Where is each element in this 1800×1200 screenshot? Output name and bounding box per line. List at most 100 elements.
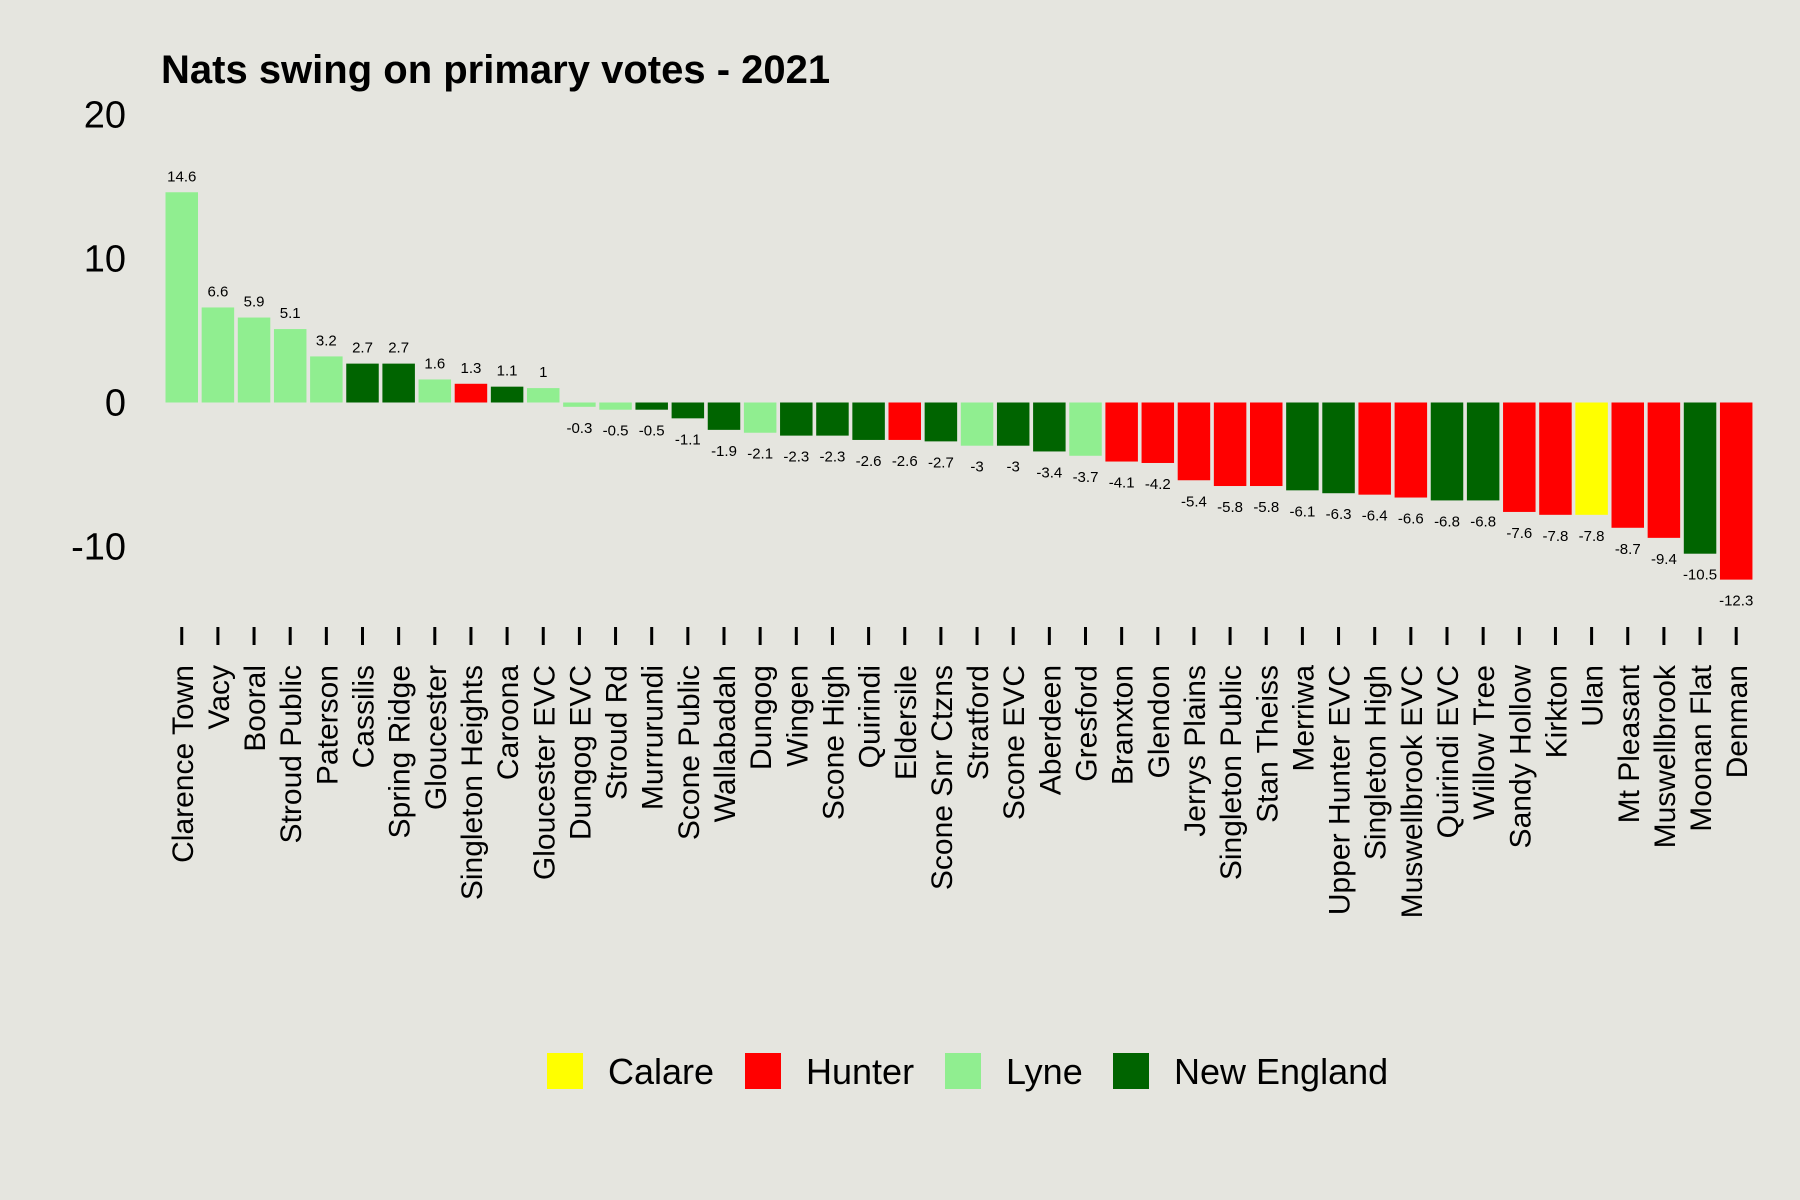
bar <box>1394 402 1428 498</box>
bar <box>237 317 271 403</box>
x-tick-label: Willow Tree <box>1468 665 1501 820</box>
bar <box>382 363 415 403</box>
legend-swatch <box>745 1053 781 1089</box>
legend-item: Calare <box>547 1051 714 1092</box>
x-tick-label: Singleton Heights <box>456 665 489 900</box>
bar <box>527 388 560 403</box>
data-label: -6.8 <box>1434 513 1460 530</box>
bar <box>996 402 1030 446</box>
data-label: -2.3 <box>820 449 846 466</box>
x-tick-label: Kirkton <box>1540 665 1573 758</box>
x-tick-label: Aberdeen <box>1034 665 1067 795</box>
legend-label: Lyne <box>1006 1051 1083 1092</box>
x-tick-label: Clarence Town <box>167 665 200 863</box>
x-tick-label: Upper Hunter EVC <box>1324 665 1357 915</box>
x-tick-label: Branxton <box>1107 665 1140 785</box>
x-tick-label: Merriwa <box>1287 665 1320 772</box>
bar <box>1611 402 1644 528</box>
data-label: 2.7 <box>388 340 409 357</box>
data-label: -4.2 <box>1145 476 1171 493</box>
data-label: 5.1 <box>280 305 301 322</box>
data-label: -2.6 <box>856 453 882 470</box>
x-tick-label: Singleton High <box>1360 665 1393 860</box>
data-label: 6.6 <box>207 283 228 300</box>
bar <box>1575 402 1608 515</box>
data-label: 14.6 <box>167 168 196 185</box>
x-tick-label: Dungog EVC <box>564 665 597 840</box>
bar <box>707 402 741 430</box>
data-label: 1.3 <box>461 360 482 377</box>
data-label: -2.6 <box>892 453 918 470</box>
data-label: -3.7 <box>1073 469 1099 486</box>
bar <box>1322 402 1355 494</box>
data-label: -0.5 <box>639 423 665 440</box>
x-tick-label: Gresford <box>1071 665 1104 782</box>
data-label: -6.1 <box>1289 503 1315 520</box>
x-tick-label: Murrurundi <box>637 665 670 810</box>
data-label: 2.7 <box>352 340 373 357</box>
x-tick-label: Dungog <box>745 665 778 770</box>
data-label: -8.7 <box>1615 541 1641 558</box>
data-label: -1.9 <box>711 443 737 460</box>
data-label: -2.3 <box>783 449 809 466</box>
bar <box>1286 402 1319 491</box>
bar <box>490 386 524 403</box>
bar <box>599 402 632 410</box>
x-tick-label: Stan Theiss <box>1251 665 1284 823</box>
data-label: -3.4 <box>1036 464 1062 481</box>
x-tick-label: Singleton Public <box>1215 665 1248 880</box>
bar <box>310 356 343 403</box>
x-tick-label: Muswellbrook <box>1649 664 1682 848</box>
bar <box>1430 402 1464 501</box>
data-label: -10.5 <box>1683 567 1717 584</box>
bar <box>852 402 885 440</box>
data-label: -6.3 <box>1326 506 1352 523</box>
bars <box>165 192 1753 580</box>
bar <box>780 402 813 436</box>
legend-swatch <box>1113 1053 1149 1089</box>
bar <box>201 307 235 403</box>
x-tick-label: Stratford <box>962 665 995 780</box>
y-tick-label: -10 <box>71 527 126 569</box>
x-tick-label: Booral <box>239 665 272 752</box>
y-tick-label: 0 <box>105 383 126 425</box>
x-tick-label: Caroona <box>492 665 525 780</box>
x-tick-label: Moonan Flat <box>1685 664 1718 831</box>
data-label: -3 <box>970 459 983 476</box>
bar <box>418 379 452 403</box>
bar <box>671 402 705 419</box>
data-label: 1.6 <box>424 355 445 372</box>
data-label: -9.4 <box>1651 551 1677 568</box>
data-label: -0.5 <box>603 423 629 440</box>
data-label: -7.6 <box>1506 525 1532 542</box>
y-tick-label: 10 <box>84 239 126 281</box>
bar <box>960 402 994 446</box>
bar <box>635 402 668 410</box>
data-label: -7.8 <box>1543 528 1569 545</box>
x-tick-label: Jerrys Plains <box>1179 665 1212 837</box>
data-label: -5.8 <box>1217 499 1243 516</box>
x-tick-label: Quirindi <box>854 665 887 768</box>
bar <box>1177 402 1211 481</box>
bar <box>816 402 849 436</box>
data-label: -0.3 <box>566 420 592 437</box>
data-label: 3.2 <box>316 332 337 349</box>
bar <box>1213 402 1247 487</box>
x-tick-label: Wallabadah <box>709 665 742 822</box>
x-tick-label: Stroud Public <box>275 665 308 843</box>
legend: Calare Hunter Lyne New England <box>547 1051 1388 1092</box>
legend-item: New England <box>1113 1051 1388 1092</box>
bar <box>743 402 777 433</box>
data-label: 5.9 <box>244 294 265 311</box>
y-axis: 20 10 0 -10 <box>71 95 126 569</box>
x-tick-label: Scone Public <box>673 665 706 840</box>
bar <box>1539 402 1572 515</box>
x-tick-label: Mt Pleasant <box>1613 664 1646 823</box>
x-tick-label: Ulan <box>1577 665 1610 727</box>
x-tick-label: Gloucester <box>420 665 453 810</box>
bar <box>1141 402 1175 463</box>
chart-title: Nats swing on primary votes - 2021 <box>161 48 830 92</box>
data-label: -7.8 <box>1579 528 1605 545</box>
legend-swatch <box>547 1053 583 1089</box>
